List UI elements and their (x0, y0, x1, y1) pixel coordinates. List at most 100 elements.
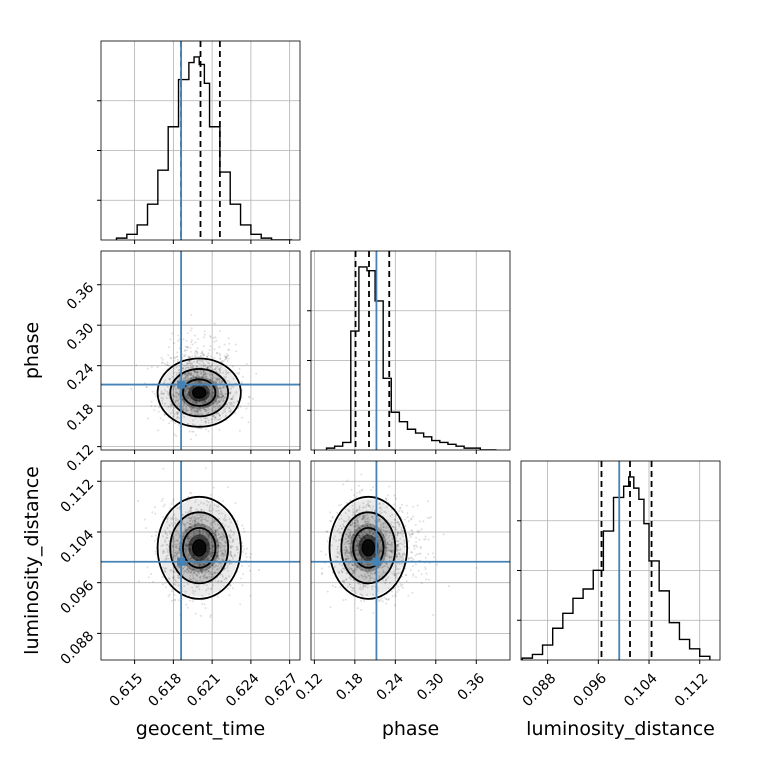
sample-point (320, 572, 323, 575)
sample-point (345, 578, 348, 580)
sample-point (203, 402, 206, 405)
sample-point (192, 410, 194, 413)
sample-point (397, 521, 400, 524)
y-tick-label: 0.12 (64, 442, 97, 475)
sample-point (175, 550, 178, 553)
sample-point (192, 589, 195, 592)
sample-point (348, 542, 351, 545)
sample-point (204, 371, 207, 374)
sample-point (230, 403, 233, 406)
sample-point (167, 393, 170, 396)
sample-point (193, 401, 196, 404)
sample-point (215, 398, 218, 401)
sample-point (380, 511, 383, 514)
sample-point (235, 350, 238, 353)
sample-point (394, 518, 396, 521)
sample-point (203, 603, 206, 606)
sample-point (363, 563, 366, 566)
sample-point (354, 526, 357, 529)
sample-point (226, 570, 229, 572)
sample-point (372, 516, 375, 519)
sample-point (360, 574, 363, 577)
sample-point (190, 408, 193, 411)
sample-point (175, 553, 178, 556)
sample-point (224, 541, 227, 544)
sample-point (230, 385, 233, 388)
sample-point (176, 539, 178, 542)
sample-point (192, 360, 195, 363)
sample-point (218, 517, 221, 520)
sample-point (214, 385, 217, 387)
sample-point (196, 411, 199, 414)
sample-point (203, 345, 205, 348)
sample-point (348, 552, 351, 555)
sample-point (357, 582, 360, 585)
sample-point (189, 507, 192, 510)
sample-point (395, 562, 398, 565)
sample-point (161, 552, 164, 555)
sample-point (378, 550, 380, 553)
sample-point (352, 534, 354, 537)
sample-point (194, 409, 197, 412)
sample-point (217, 550, 220, 553)
sample-point (186, 362, 189, 365)
sample-point (355, 565, 358, 568)
sample-point (193, 571, 196, 574)
sample-point (224, 385, 227, 388)
sample-point (182, 402, 184, 405)
sample-point (343, 579, 346, 582)
sample-point (398, 563, 401, 565)
sample-point (385, 577, 388, 580)
sample-point (177, 599, 180, 602)
sample-point (210, 537, 213, 540)
sample-point (354, 519, 357, 522)
sample-point (198, 576, 201, 579)
sample-point (174, 388, 177, 391)
sample-point (406, 512, 409, 515)
sample-point (384, 535, 387, 538)
sample-point (219, 527, 222, 529)
sample-point (187, 395, 190, 398)
sample-point (358, 490, 361, 493)
sample-point (382, 533, 385, 536)
sample-point (175, 391, 178, 394)
sample-point (347, 537, 350, 540)
sample-point (223, 568, 226, 571)
sample-point (385, 525, 388, 528)
sample-point (171, 409, 174, 412)
sample-point (214, 572, 217, 574)
sample-point (382, 571, 385, 574)
sample-point (181, 531, 184, 534)
sample-point (187, 537, 189, 540)
sample-point (352, 579, 355, 582)
sample-point (215, 402, 218, 405)
sample-point (356, 516, 359, 519)
sample-point (360, 473, 363, 476)
sample-point (384, 511, 387, 514)
sample-point (186, 545, 188, 548)
sample-point (358, 534, 361, 537)
sample-point (211, 377, 214, 380)
sample-point (195, 372, 198, 374)
sample-point (190, 510, 193, 513)
sample-point (193, 532, 196, 535)
histogram-luminosity_distance (521, 476, 711, 660)
sample-point (382, 535, 385, 538)
sample-point (201, 350, 204, 353)
sample-point (216, 396, 219, 399)
sample-point (228, 407, 231, 409)
sample-point (219, 541, 222, 544)
sample-point (185, 528, 188, 531)
sample-point (208, 575, 211, 578)
sample-point (355, 539, 358, 542)
sample-point (166, 544, 169, 547)
sample-point (371, 533, 374, 535)
sample-point (207, 536, 210, 539)
sample-point (392, 570, 395, 573)
sample-point (364, 506, 367, 509)
sample-point (395, 539, 398, 542)
panel-hist-geocent_time (97, 40, 301, 244)
sample-point (331, 544, 333, 547)
sample-point (367, 521, 370, 524)
sample-point (351, 514, 354, 517)
